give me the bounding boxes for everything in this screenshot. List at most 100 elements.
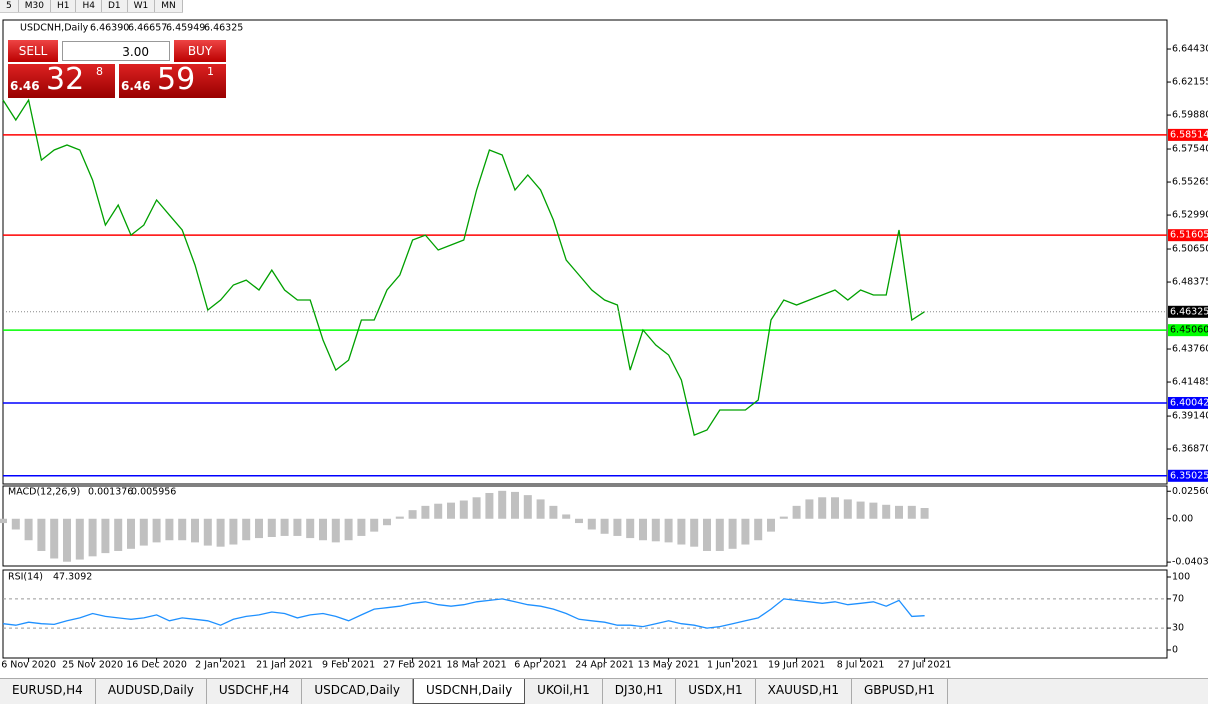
timeframe-button[interactable]: D1 [102,0,128,12]
chart-tab[interactable]: DJ30,H1 [603,679,677,704]
y-tick-label: 30 [1172,623,1184,634]
histogram-bar [754,518,763,541]
chart-tab[interactable]: USDCAD,Daily [302,679,413,704]
chart-tab[interactable]: GBPUSD,H1 [852,679,948,704]
histogram-bar [536,499,545,519]
histogram-bar [280,518,289,536]
histogram-bar [75,518,84,560]
histogram-bar [114,518,123,551]
timeframe-button[interactable]: H1 [51,0,77,12]
histogram-bar [165,518,174,541]
bid-pips: 32 [46,62,85,97]
histogram-bar [242,518,251,541]
histogram-bar [0,518,7,524]
y-tick-label: 6.41485 [1172,377,1208,388]
x-tick-label: 27 Jul 2021 [898,660,952,671]
histogram-bar [229,518,238,545]
timeframe-button[interactable]: M30 [19,0,51,12]
level-label: 6.45060 [1170,325,1208,336]
ohlc: 6.46325 [204,23,243,34]
histogram-bar [626,518,635,539]
histogram-bar [485,492,494,519]
rsi-window [2,569,1168,659]
histogram-bar [831,497,839,519]
histogram-bar [549,505,558,519]
x-tick-label: 19 Jun 2021 [768,660,825,671]
timeframe-button[interactable]: W1 [128,0,156,12]
histogram-bar [331,518,340,543]
chart-tab[interactable]: XAUUSD,H1 [756,679,852,704]
x-tick-label: 13 May 2021 [638,660,700,671]
y-tick-label: 70 [1172,593,1184,604]
histogram-bar [767,518,775,532]
histogram-bar [882,504,891,519]
histogram-bar [869,502,878,519]
histogram-bar [639,518,647,541]
histogram-bar [779,516,788,519]
histogram-bar [843,499,852,519]
histogram-bar [63,518,71,562]
price-line [2,598,925,629]
timeframe-button[interactable]: 5 [0,0,19,12]
histogram-bar [575,518,583,524]
x-tick-label: 9 Feb 2021 [322,660,375,671]
histogram-bar [24,518,33,541]
histogram-bar [459,500,468,519]
histogram-bar [587,518,596,530]
level-label: 6.40042 [1170,397,1208,408]
histogram-bar [101,518,110,554]
bid-point: 8 [96,65,103,78]
symbol: USDCNH,Daily [20,23,89,34]
x-tick-label: 1 Jun 2021 [707,660,758,671]
histogram-bar [447,502,455,519]
level-label: 6.35025 [1170,470,1208,481]
timeframe-button[interactable]: MN [155,0,183,12]
histogram-bar [357,518,366,536]
chart-tab[interactable]: AUDUSD,Daily [96,679,207,704]
histogram-bar [728,518,737,549]
chart-tab[interactable]: USDCHF,H4 [207,679,303,704]
chart-tab[interactable]: EURUSD,H4 [0,679,96,704]
y-tick-label: 6.48375 [1172,277,1208,288]
chart-tab[interactable]: USDCNH,Daily [412,679,526,704]
volume-input[interactable]: 3.00 [62,41,170,61]
trade-panel: SELL 3.00 BUY 6.46 32 8 6.46 59 1 [8,40,226,98]
histogram-bar [690,518,699,547]
bid-box[interactable]: 6.46 32 8 [8,62,115,98]
level-label: 6.51605 [1170,230,1208,241]
x-tick-label: 16 Dec 2020 [126,660,187,671]
sell-button[interactable]: SELL [8,40,58,62]
indicator-name: MACD(12,26,9) [8,487,80,498]
histogram-bar [907,505,916,519]
y-tick-label: 6.55265 [1172,177,1208,188]
level-label-bg [1168,128,1208,141]
histogram-bar [152,518,161,543]
x-tick-label: 21 Jan 2021 [256,660,313,671]
histogram-bar [344,518,353,541]
y-tick-label: 6.39140 [1172,411,1208,422]
indicator-readout: 0.001376 [88,487,133,498]
current-price-bg [1168,305,1208,318]
histogram-bar [203,518,212,546]
histogram-bar [677,518,686,545]
histogram-bar [306,518,315,539]
y-tick-label: 6.62155 [1172,77,1208,88]
x-tick-label: 8 Jul 2021 [837,660,885,671]
histogram-bar [792,505,801,519]
ask-box[interactable]: 6.46 59 1 [119,62,226,98]
main-window [2,19,1168,485]
buy-button[interactable]: BUY [174,40,226,62]
histogram-bar [408,510,417,519]
timeframe-button[interactable]: H4 [76,0,102,12]
chart-tab[interactable]: USDX,H1 [676,679,756,704]
y-tick-label: 6.64430 [1172,44,1208,55]
histogram-bar [383,518,391,526]
y-tick-label: 6.43760 [1172,344,1208,355]
bid-big: 6.46 [10,79,40,93]
chart-tab[interactable]: UKOil,H1 [525,679,603,704]
price-line [2,98,925,436]
histogram-bar [216,518,225,547]
histogram-bar [178,518,187,541]
ohlc: 6.45949 [166,23,205,34]
